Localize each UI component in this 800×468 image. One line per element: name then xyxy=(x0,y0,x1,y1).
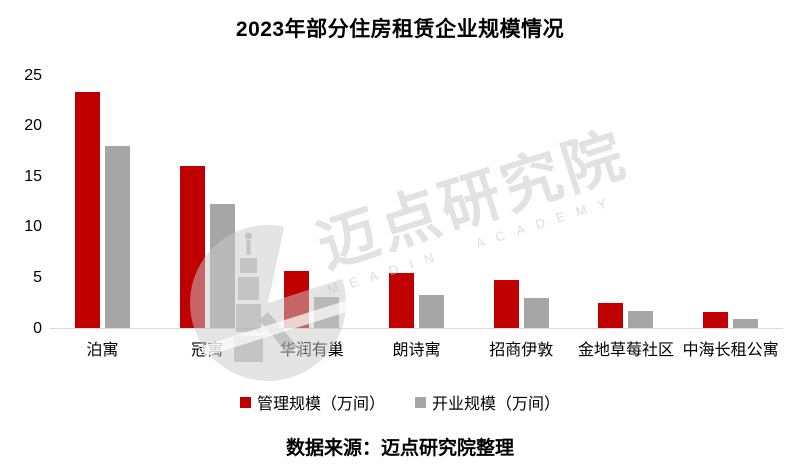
bar-group xyxy=(259,75,364,328)
chart-title: 2023年部分住房租赁企业规模情况 xyxy=(235,18,565,41)
legend-swatch-icon xyxy=(415,396,426,408)
x-axis-label: 华润有巢 xyxy=(279,342,344,359)
bar-group xyxy=(155,75,260,328)
y-tick-label: 10 xyxy=(24,218,42,236)
legend-swatch-icon xyxy=(239,396,251,408)
x-axis-label: 招商伊敦 xyxy=(489,342,554,359)
legend: 管理规模（万间） 开业规模（万间） xyxy=(0,390,800,414)
legend-label: 管理规模（万间） xyxy=(256,396,385,413)
y-tick-label: 25 xyxy=(24,66,42,84)
y-tick-label: 0 xyxy=(33,319,42,337)
x-axis-labels: 泊寓 冠寓 华润有巢 朗诗寓 招商伊敦 金地草莓社区 中海长租公寓 xyxy=(50,341,783,361)
bar xyxy=(493,280,519,328)
x-axis-label: 金地草莓社区 xyxy=(577,342,674,359)
bar xyxy=(703,312,729,328)
source-note: 数据来源：迈点研究院整理 xyxy=(285,438,514,459)
bar-group xyxy=(50,75,155,328)
bar-group xyxy=(678,75,783,328)
legend-label: 开业规模（万间） xyxy=(432,396,561,413)
x-axis-label: 中海长租公寓 xyxy=(682,342,779,359)
bar xyxy=(314,297,340,328)
plot-area xyxy=(50,75,783,329)
x-axis-label: 冠寓 xyxy=(191,342,224,359)
bar-group xyxy=(469,75,574,328)
bar xyxy=(209,204,235,328)
y-axis: 0 5 10 15 20 25 xyxy=(0,0,42,468)
legend-item: 开业规模（万间） xyxy=(415,390,560,414)
x-axis-label: 朗诗寓 xyxy=(392,342,441,359)
bar xyxy=(598,303,624,328)
bar-group xyxy=(364,75,469,328)
bar xyxy=(389,273,415,328)
bar xyxy=(284,271,310,328)
bar xyxy=(733,319,759,328)
y-tick-label: 5 xyxy=(33,268,42,286)
bar xyxy=(179,166,205,328)
bar-group xyxy=(574,75,679,328)
x-axis-label: 泊寓 xyxy=(86,342,119,359)
bar xyxy=(74,92,100,328)
bar xyxy=(419,295,445,328)
bar xyxy=(628,311,654,328)
legend-item: 管理规模（万间） xyxy=(239,390,385,414)
y-tick-label: 20 xyxy=(24,117,42,135)
y-tick-label: 15 xyxy=(24,167,42,185)
bar xyxy=(104,146,130,328)
bar xyxy=(523,298,549,328)
